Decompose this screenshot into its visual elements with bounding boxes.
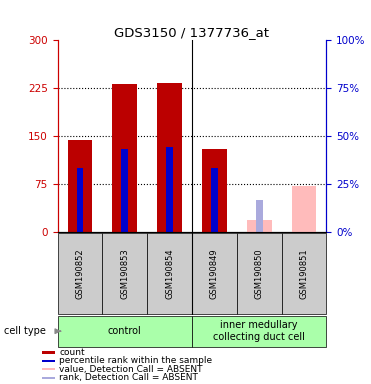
Bar: [58, 233, 102, 314]
Bar: [282, 233, 326, 314]
Bar: [192, 233, 237, 314]
Text: GSM190853: GSM190853: [120, 248, 129, 299]
Bar: [76, 168, 83, 232]
Bar: [42, 351, 55, 354]
Bar: [58, 316, 192, 347]
Bar: [256, 200, 263, 232]
Title: GDS3150 / 1377736_at: GDS3150 / 1377736_at: [115, 26, 269, 39]
Bar: [157, 83, 182, 232]
Bar: [42, 377, 55, 379]
Text: GSM190852: GSM190852: [75, 248, 85, 299]
Text: value, Detection Call = ABSENT: value, Detection Call = ABSENT: [59, 365, 203, 374]
Bar: [292, 186, 316, 232]
Text: rank, Detection Call = ABSENT: rank, Detection Call = ABSENT: [59, 373, 198, 382]
Bar: [42, 360, 55, 362]
Bar: [166, 147, 173, 232]
Text: cell type: cell type: [4, 326, 46, 336]
Bar: [121, 149, 128, 232]
Bar: [247, 220, 272, 232]
Text: GSM190854: GSM190854: [165, 248, 174, 299]
Bar: [192, 316, 326, 347]
Text: count: count: [59, 348, 85, 357]
Text: control: control: [108, 326, 142, 336]
Text: percentile rank within the sample: percentile rank within the sample: [59, 356, 212, 366]
Bar: [147, 233, 192, 314]
Bar: [211, 168, 218, 232]
Text: GSM190849: GSM190849: [210, 248, 219, 299]
Bar: [68, 139, 92, 232]
Bar: [237, 233, 282, 314]
Text: GSM190850: GSM190850: [255, 248, 264, 299]
Text: inner medullary
collecting duct cell: inner medullary collecting duct cell: [213, 320, 305, 342]
Bar: [42, 368, 55, 371]
Bar: [112, 84, 137, 232]
Text: GSM190851: GSM190851: [299, 248, 309, 299]
Bar: [202, 149, 227, 232]
Bar: [102, 233, 147, 314]
